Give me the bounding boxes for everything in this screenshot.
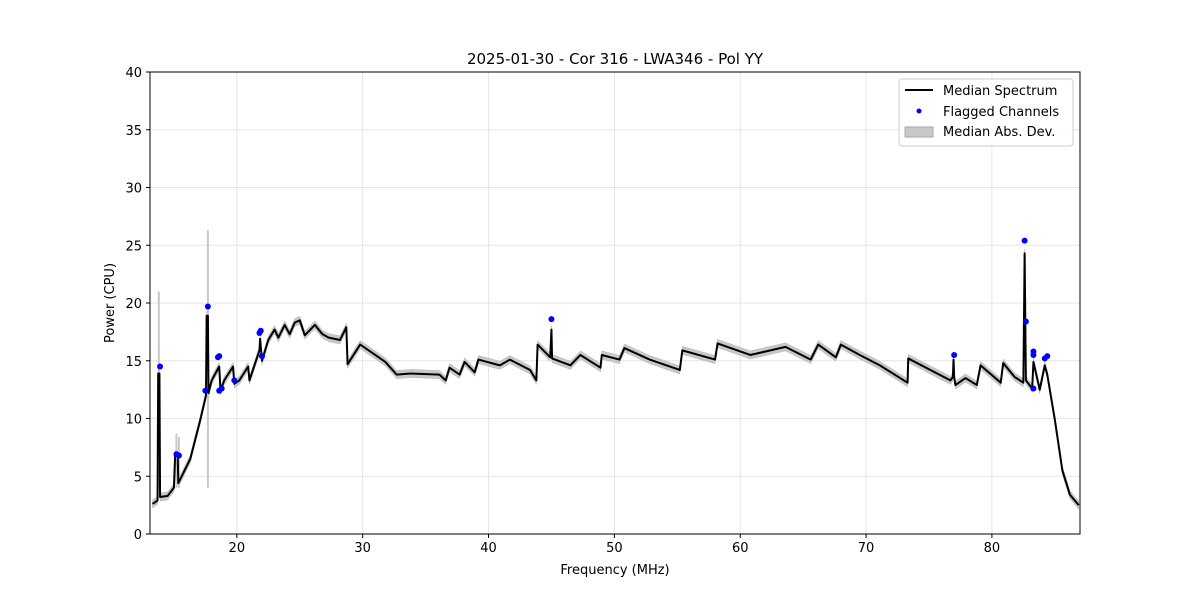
flagged-channel-point: [1022, 318, 1029, 325]
mad-band: [152, 230, 1079, 510]
legend-mad-label: Median Abs. Dev.: [943, 125, 1055, 140]
flagged-channel-point: [157, 363, 164, 370]
x-axis: 20 30 40 50 60 70 80: [229, 534, 1001, 556]
flagged-channel-point: [204, 303, 211, 310]
flagged-channel-point: [218, 385, 225, 392]
y-axis-label: Power (CPU): [103, 263, 118, 343]
flagged-channel-point: [548, 316, 555, 323]
legend-flagged-swatch: [916, 108, 922, 114]
flagged-channel-point: [202, 387, 209, 394]
median-spectrum-line: [151, 252, 1080, 506]
x-tick-label: 70: [858, 541, 875, 556]
y-tick-label: 0: [134, 528, 142, 543]
flagged-channel-point: [951, 351, 958, 358]
x-tick-label: 50: [606, 541, 623, 556]
flagged-channel-point: [175, 452, 182, 459]
flagged-channel-point: [257, 327, 264, 334]
x-axis-label: Frequency (MHz): [560, 563, 669, 578]
mad-area: [152, 249, 1079, 510]
flagged-channel-point: [1030, 385, 1037, 392]
flagged-channel-point: [1030, 351, 1037, 358]
x-tick-label: 80: [984, 541, 1001, 556]
legend-mad-swatch: [904, 126, 934, 138]
legend-flagged-label: Flagged Channels: [943, 105, 1059, 120]
legend: Median Spectrum Flagged Channels Median …: [898, 78, 1074, 147]
y-tick-label: 5: [134, 470, 142, 485]
x-tick-label: 60: [732, 541, 749, 556]
y-axis: 0 5 10 15 20 25 30 35 40: [125, 66, 150, 543]
grid: [150, 71, 1080, 535]
median-spectrum-path: [151, 252, 1080, 506]
flagged-channel-point: [1021, 237, 1028, 244]
y-tick-label: 30: [125, 182, 142, 197]
flagged-channel-point: [1044, 353, 1051, 360]
legend-median-label: Median Spectrum: [943, 84, 1057, 99]
y-tick-label: 20: [125, 297, 142, 312]
x-tick-label: 20: [229, 541, 246, 556]
flagged-channel-point: [259, 353, 266, 360]
x-tick-label: 30: [354, 541, 371, 556]
y-tick-label: 40: [125, 66, 142, 81]
y-tick-label: 35: [125, 124, 142, 139]
y-tick-label: 15: [125, 355, 142, 370]
y-tick-label: 10: [125, 413, 142, 428]
x-tick-label: 40: [480, 541, 497, 556]
flagged-channel-point: [231, 377, 238, 384]
chart-title: 2025-01-30 - Cor 316 - LWA346 - Pol YY: [467, 50, 764, 68]
y-tick-label: 25: [125, 239, 142, 254]
flagged-channels: [157, 237, 1051, 459]
flagged-channel-point: [216, 353, 223, 360]
